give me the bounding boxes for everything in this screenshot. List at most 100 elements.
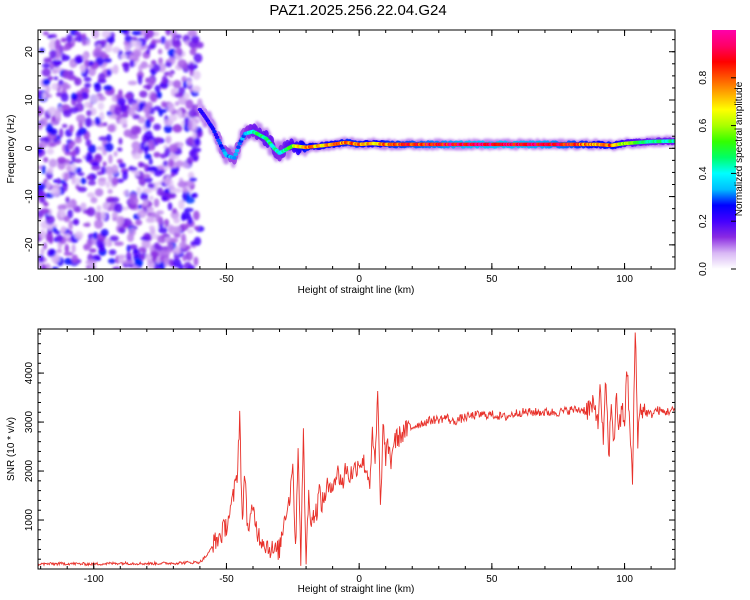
noise-blob: [167, 202, 173, 211]
noise-blob: [71, 149, 77, 157]
noise-blob: [86, 192, 95, 198]
noise-blob: [188, 136, 193, 147]
colorbar-tick-label: 0.8: [698, 70, 709, 84]
noise-blob: [96, 205, 102, 212]
noise-blob: [123, 259, 134, 265]
noise-blob: [47, 34, 53, 39]
noise-blob: [175, 47, 183, 55]
noise-blob: [128, 227, 136, 237]
noise-blob: [140, 61, 148, 69]
noise-blob: [138, 176, 147, 187]
noise-blob: [71, 243, 76, 254]
noise-blob: [193, 236, 202, 246]
noise-blob: [153, 242, 160, 251]
ridge-core: [216, 138, 221, 143]
snr-axes: -100 -50 0 50 100 1000 2000 3000 4000: [24, 328, 676, 585]
noise-blob: [137, 209, 147, 219]
noise-blob: [107, 124, 116, 133]
noise-blob: [85, 139, 92, 147]
noise-blob: [117, 254, 126, 259]
noise-blob: [46, 148, 55, 155]
noise-blob: [108, 114, 118, 119]
noise-blob: [129, 244, 138, 250]
noise-blob: [156, 91, 162, 99]
noise-blob: [170, 167, 179, 173]
noise-blob: [191, 192, 198, 198]
noise-blob: [60, 53, 66, 62]
noise-blob: [74, 231, 84, 240]
spectrogram-frame: [37, 29, 676, 270]
noise-blob: [67, 145, 74, 150]
noise-blob: [48, 225, 53, 231]
noise-blob: [94, 153, 103, 164]
noise-blob: [98, 177, 107, 182]
noise-blob: [148, 139, 155, 150]
noise-blob: [89, 94, 100, 104]
spectrogram-y-axis-label: Frequency (Hz): [6, 115, 17, 184]
noise-blob: [188, 61, 195, 71]
noise-blob: [117, 147, 123, 152]
spectrogram-x-tick-label: -100: [84, 274, 104, 285]
spectrogram-y-tick-label: 0: [24, 145, 35, 151]
noise-blob: [38, 141, 48, 149]
noise-blob: [53, 76, 59, 81]
noise-blob: [62, 109, 72, 118]
noise-blob: [138, 204, 143, 210]
noise-blob: [118, 162, 126, 169]
snr-y-tick-label: 2000: [24, 459, 35, 482]
spectrogram-x-axis-label: Height of straight line (km): [298, 285, 415, 296]
noise-blob: [92, 254, 101, 261]
noise-blob: [165, 78, 170, 84]
noise-blob: [45, 122, 53, 133]
noise-blob: [70, 163, 77, 173]
noise-blob: [74, 136, 82, 144]
noise-blob: [119, 30, 128, 34]
noise-blob: [163, 178, 171, 185]
noise-blob: [41, 91, 47, 100]
noise-blob: [51, 82, 59, 91]
noise-blob: [77, 186, 87, 193]
noise-blob: [164, 61, 173, 68]
noise-blob: [180, 233, 187, 243]
noise-blob: [193, 256, 199, 267]
noise-blob: [138, 246, 146, 253]
noise-blob: [68, 220, 73, 231]
noise-blob: [54, 109, 62, 119]
noise-blob: [45, 181, 52, 190]
noise-blob: [63, 251, 74, 256]
noise-blob: [85, 265, 91, 269]
colorbar: 0.0 0.2 0.4 0.6 0.8: [698, 30, 736, 276]
noise-blob: [107, 258, 116, 264]
snr-x-tick-label: -100: [84, 574, 104, 585]
noise-blob: [84, 82, 92, 89]
noise-blob: [48, 248, 56, 257]
noise-blob: [91, 30, 100, 39]
noise-blob: [124, 93, 133, 99]
noise-blob: [56, 248, 63, 254]
noise-blob: [66, 201, 73, 209]
noise-blob: [42, 78, 51, 86]
noise-blob: [114, 106, 122, 116]
noise-blob: [98, 243, 106, 252]
noise-blob: [168, 72, 173, 78]
noise-blob: [106, 69, 112, 77]
noise-blob: [118, 118, 128, 125]
noise-blob: [140, 236, 150, 241]
noise-blob: [51, 266, 59, 269]
noise-blob: [137, 116, 146, 124]
noise-blob: [96, 44, 102, 49]
noise-blob: [42, 31, 50, 36]
noise-blob: [158, 216, 164, 226]
snr-y-tick-label: 3000: [24, 411, 35, 434]
noise-blob: [166, 192, 177, 199]
ridge-core: [212, 129, 217, 134]
noise-blob: [42, 242, 48, 250]
noise-blob: [69, 106, 79, 114]
snr-x-tick-label: 50: [486, 574, 498, 585]
noise-blob: [94, 211, 100, 220]
noise-blob: [100, 210, 106, 221]
noise-blob: [170, 88, 178, 93]
noise-blob: [166, 102, 175, 113]
noise-blob: [58, 79, 64, 86]
noise-blob: [158, 227, 168, 234]
